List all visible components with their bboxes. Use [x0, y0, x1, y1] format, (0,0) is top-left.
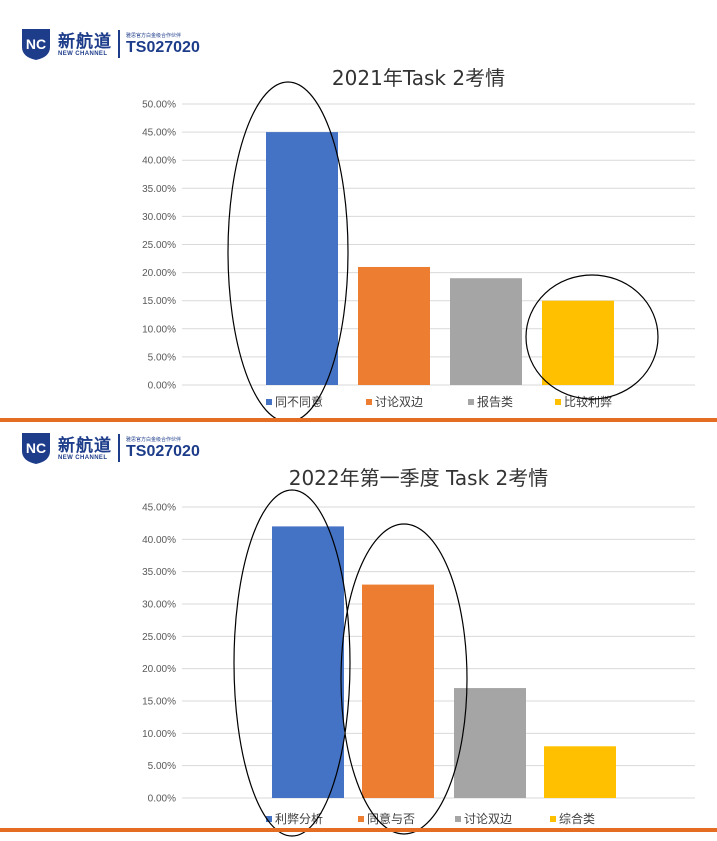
- nc-shield-icon: NC: [22, 433, 50, 464]
- highlight-ellipse: [525, 274, 659, 400]
- legend-label: 报告类: [477, 394, 513, 409]
- legend-swatch: [266, 816, 272, 822]
- bar-1: [266, 132, 338, 385]
- logo-english-name: NEW CHANNEL: [58, 454, 108, 461]
- logo-divider: [118, 30, 120, 58]
- y-tick-label: 30.00%: [142, 600, 176, 611]
- bar-2: [358, 266, 430, 385]
- y-tick-label: 40.00%: [142, 535, 176, 546]
- y-tick-label: 25.00%: [142, 240, 176, 251]
- y-tick-label: 15.00%: [142, 697, 176, 708]
- highlight-ellipse: [227, 81, 349, 420]
- bar-3: [454, 688, 526, 798]
- y-tick-label: 10.00%: [142, 324, 176, 335]
- legend-swatch: [550, 816, 556, 822]
- logo-code: TS027020: [126, 442, 200, 460]
- nc-shield-icon: NC: [22, 29, 50, 60]
- y-tick-label: 15.00%: [142, 296, 176, 307]
- y-tick-label: 10.00%: [142, 729, 176, 740]
- y-tick-label: 25.00%: [142, 632, 176, 643]
- y-tick-label: 20.00%: [142, 268, 176, 279]
- chart-title: 2022年第一季度 Task 2考情: [288, 466, 549, 490]
- y-tick-label: 45.00%: [142, 503, 176, 514]
- bar-4: [544, 746, 616, 798]
- bar-1: [272, 526, 344, 798]
- y-tick-label: 0.00%: [148, 794, 176, 805]
- logo-partner-text: 雅思官方白金级合作伙伴: [126, 436, 182, 443]
- y-tick-label: 35.00%: [142, 567, 176, 578]
- highlight-ellipse: [233, 489, 351, 837]
- legend-swatch: [455, 816, 461, 822]
- legend-swatch: [555, 399, 561, 405]
- logo-code: TS027020: [126, 38, 200, 56]
- chart-title: 2021年Task 2考情: [331, 66, 506, 90]
- chart-panel-2022: NC 新航道 NEW CHANNEL 雅思官方白金级合作伙伴 TS027020 …: [0, 420, 717, 841]
- y-tick-label: 5.00%: [148, 761, 176, 772]
- logo-english-name: NEW CHANNEL: [58, 50, 108, 57]
- legend-label: 同意与否: [367, 811, 415, 826]
- logo-chinese-name: 新航道: [58, 435, 112, 456]
- y-tick-label: 5.00%: [148, 352, 176, 363]
- bar-2: [362, 584, 434, 798]
- bar-4: [542, 300, 614, 385]
- y-tick-label: 40.00%: [142, 156, 176, 167]
- highlight-ellipse: [340, 523, 468, 835]
- logo-divider: [118, 434, 120, 462]
- legend-label: 讨论双边: [464, 812, 512, 826]
- legend-swatch: [366, 399, 372, 405]
- y-tick-label: 35.00%: [142, 184, 176, 195]
- logo-chinese-name: 新航道: [58, 31, 112, 52]
- legend-label: 同不同意: [275, 394, 323, 409]
- divider-bar: [0, 418, 717, 422]
- logo-partner-text: 雅思官方白金级合作伙伴: [126, 32, 182, 39]
- legend-swatch: [468, 399, 474, 405]
- brand-logo: NC 新航道 NEW CHANNEL 雅思官方白金级合作伙伴 TS027020: [20, 428, 200, 468]
- legend-label: 讨论双边: [375, 395, 423, 409]
- chart-panel-2021: NC 新航道 NEW CHANNEL 雅思官方白金级合作伙伴 TS027020 …: [0, 0, 717, 422]
- legend-swatch: [358, 816, 364, 822]
- svg-text:NC: NC: [26, 36, 46, 52]
- y-tick-label: 0.00%: [148, 381, 176, 392]
- bar-3: [450, 278, 522, 385]
- legend-label: 利弊分析: [275, 811, 323, 826]
- divider-bar: [0, 828, 717, 832]
- legend-swatch: [266, 399, 272, 405]
- y-tick-label: 45.00%: [142, 128, 176, 139]
- bar-chart-2022: 0.00% 5.00% 10.00% 15.00% 20.00% 25.00% 30.00%…: [142, 489, 695, 837]
- y-tick-label: 30.00%: [142, 212, 176, 223]
- y-tick-label: 50.00%: [142, 100, 176, 111]
- bar-chart-2021: 0.00% 5.00% 10.00% 15.00% 20.00% 25.00% 30.00%…: [142, 81, 695, 420]
- svg-text:NC: NC: [26, 440, 46, 456]
- legend-label: 综合类: [559, 811, 595, 826]
- y-tick-label: 20.00%: [142, 664, 176, 675]
- brand-logo: NC 新航道 NEW CHANNEL 雅思官方白金级合作伙伴 TS027020: [20, 24, 200, 64]
